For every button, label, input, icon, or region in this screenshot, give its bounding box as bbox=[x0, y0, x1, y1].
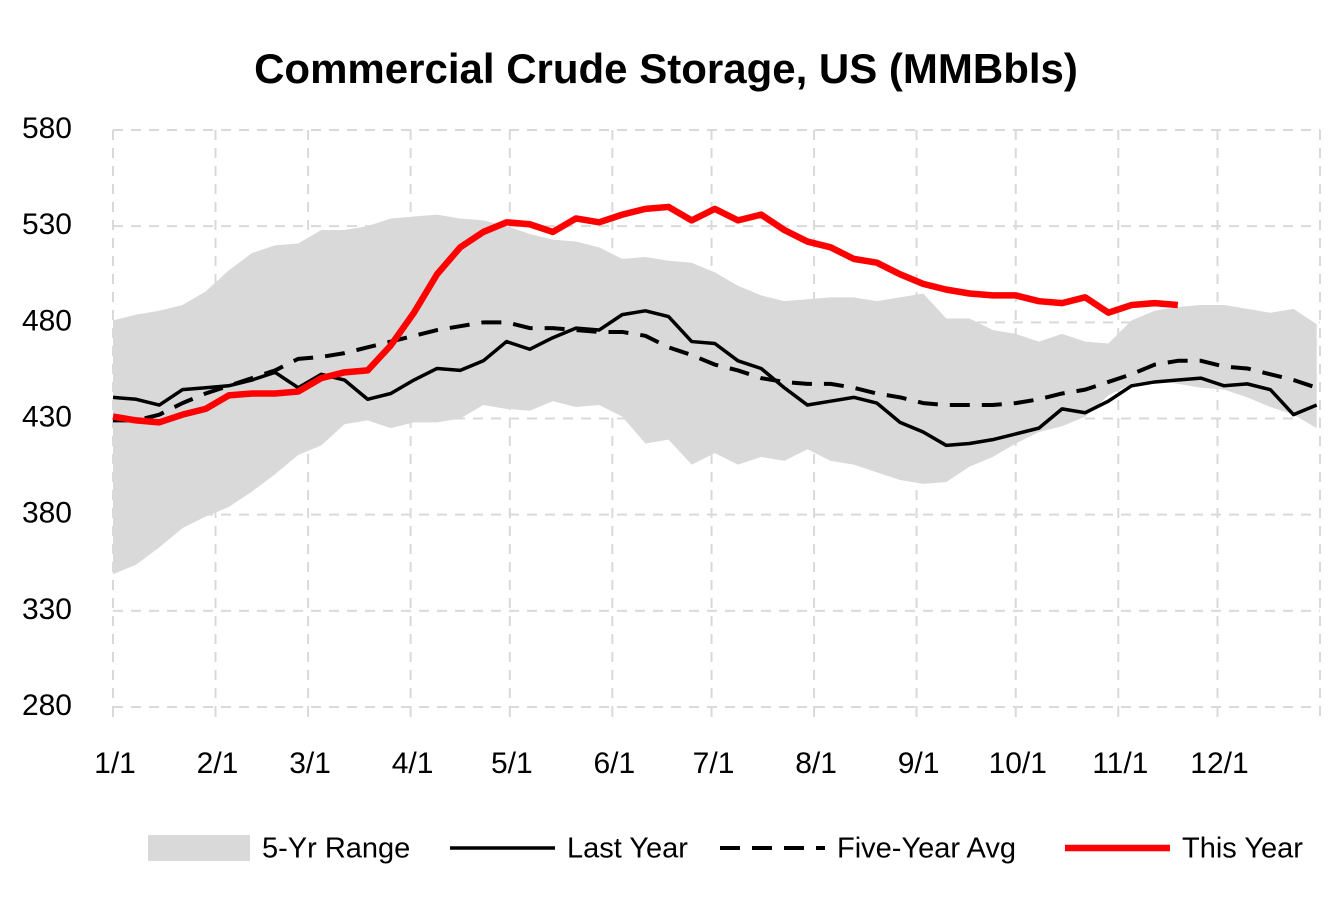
x-tick-label: 5/1 bbox=[491, 747, 533, 780]
legend-label: Last Year bbox=[567, 833, 688, 865]
y-tick-label: 530 bbox=[22, 208, 72, 241]
x-tick-label: 7/1 bbox=[693, 747, 735, 780]
y-tick-label: 380 bbox=[22, 497, 72, 530]
y-tick-label: 580 bbox=[22, 112, 72, 145]
x-tick-label: 11/1 bbox=[1092, 747, 1148, 780]
x-tick-label: 12/1 bbox=[1190, 747, 1248, 780]
x-tick-label: 9/1 bbox=[898, 747, 940, 780]
series-line bbox=[113, 320, 1318, 423]
x-tick-label: 1/1 bbox=[94, 747, 136, 780]
range-area bbox=[113, 214, 1317, 575]
x-tick-label: 8/1 bbox=[795, 747, 837, 780]
x-tick-label: 3/1 bbox=[289, 747, 331, 780]
legend-label: 5-Yr Range bbox=[262, 833, 410, 865]
y-tick-label: 280 bbox=[22, 689, 72, 722]
x-tick-label: 2/1 bbox=[197, 747, 239, 780]
series-line bbox=[112, 203, 1179, 426]
y-tick-label: 330 bbox=[22, 593, 72, 626]
legend-label: Five-Year Avg bbox=[837, 833, 1016, 865]
y-tick-label: 430 bbox=[22, 400, 72, 433]
x-tick-label: 10/1 bbox=[989, 747, 1047, 780]
series-line bbox=[112, 309, 1318, 448]
legend-swatch bbox=[148, 835, 250, 861]
chart-title: Commercial Crude Storage, US (MMBbls) bbox=[254, 45, 1078, 92]
legend-label: This Year bbox=[1182, 833, 1303, 865]
x-tick-label: 6/1 bbox=[593, 747, 635, 780]
y-tick-label: 480 bbox=[22, 304, 72, 337]
x-tick-label: 4/1 bbox=[392, 747, 434, 780]
